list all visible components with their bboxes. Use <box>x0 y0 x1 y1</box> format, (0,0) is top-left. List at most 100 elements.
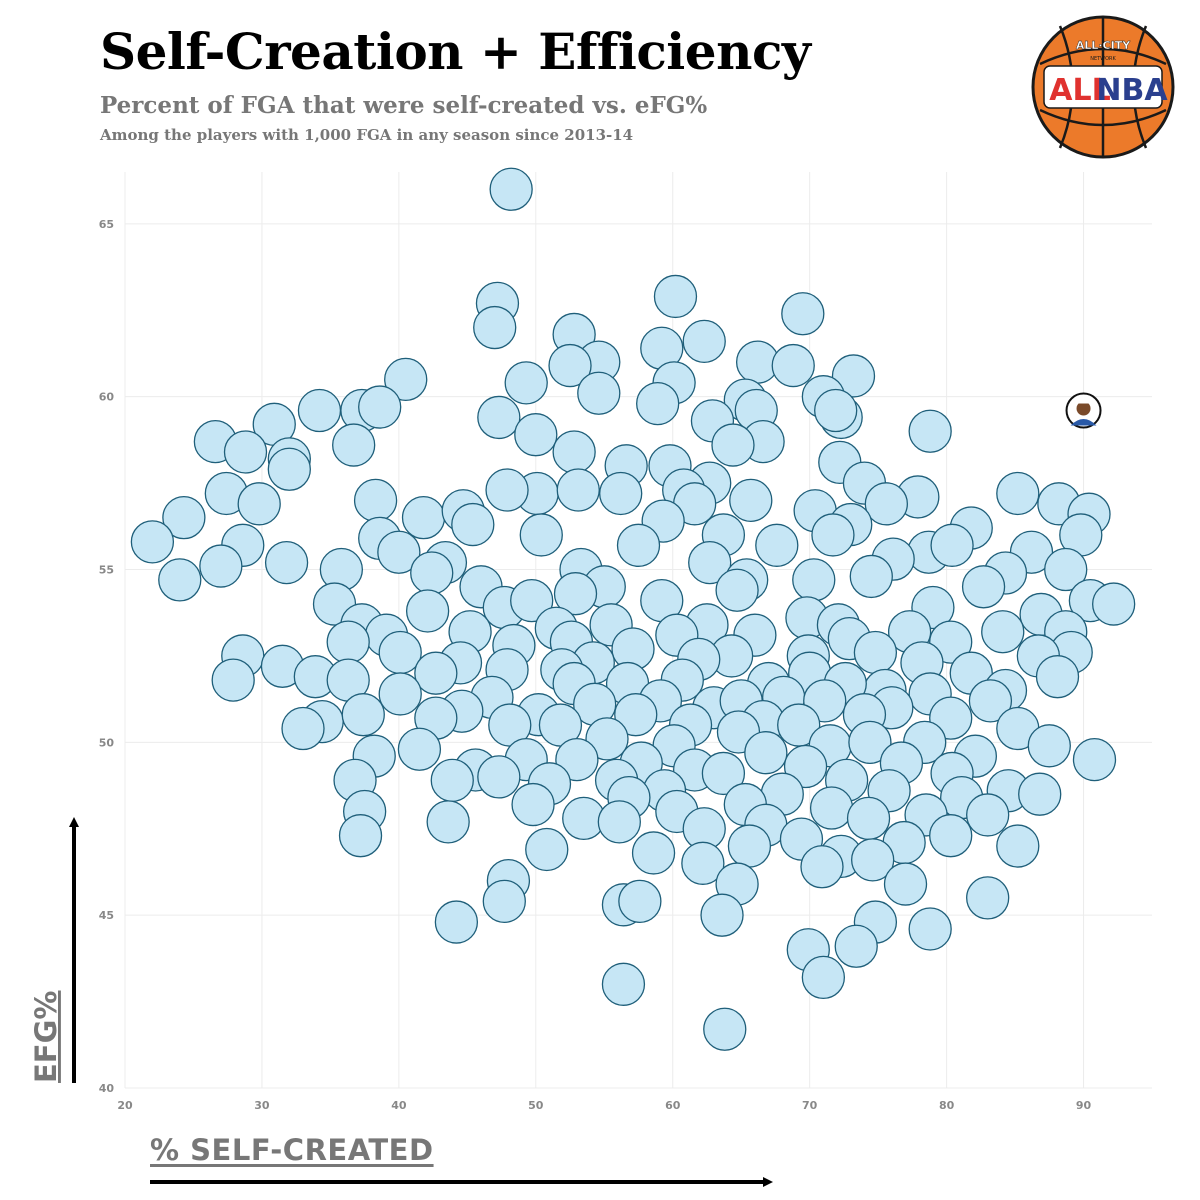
player-season-point <box>996 471 1040 516</box>
player-season-point <box>477 755 521 799</box>
y-tick-label: 50 <box>99 736 115 749</box>
logo-small-text: NETWORK <box>1090 56 1116 62</box>
x-tick-label: 90 <box>1076 1099 1092 1112</box>
player-season-point <box>848 720 892 764</box>
player-season-point <box>332 423 376 467</box>
player-season-point <box>1027 724 1071 768</box>
player-season-point <box>514 413 558 457</box>
player-face <box>1076 401 1091 416</box>
y-axis-label: EFG% <box>29 991 63 1083</box>
player-season-point <box>653 274 698 319</box>
player-season-point <box>800 845 844 889</box>
player-season-point <box>846 796 891 841</box>
player-season-point <box>834 924 878 968</box>
x-tick-label: 70 <box>802 1099 818 1112</box>
player-season-point <box>981 610 1025 654</box>
player-season-point <box>729 478 773 523</box>
player-season-point <box>597 800 641 844</box>
x-tick-label: 30 <box>254 1099 270 1112</box>
player-season-point <box>434 900 479 944</box>
player-season-point <box>297 388 342 433</box>
player-season-point <box>864 482 908 526</box>
player-season-point <box>377 530 421 574</box>
player-season-point <box>853 630 898 675</box>
player-season-point <box>401 496 446 540</box>
player-season-point <box>473 305 517 350</box>
x-tick-label: 60 <box>665 1099 681 1112</box>
player-season-point <box>162 496 206 540</box>
player-season-point <box>908 907 952 951</box>
player-season-point <box>929 814 973 858</box>
player-season-point <box>511 782 555 827</box>
logo-all-text: ALL <box>1049 73 1110 108</box>
player-season-point <box>966 876 1010 920</box>
player-season-point <box>883 862 928 906</box>
player-season-point <box>703 1007 747 1051</box>
player-season-point <box>701 751 746 796</box>
logo-top-text: ALL·CITY <box>1076 39 1131 52</box>
player-season-point <box>614 693 658 737</box>
player-season-point <box>577 371 621 415</box>
player-season-point <box>556 468 600 512</box>
player-season-point <box>338 814 383 858</box>
player-season-point <box>410 551 454 595</box>
x-tick-label: 20 <box>117 1099 133 1112</box>
y-tick-label: 45 <box>99 909 114 922</box>
y-tick-label: 55 <box>99 564 114 577</box>
player-season-point <box>510 578 554 623</box>
player-season-point <box>504 361 548 405</box>
data-points <box>130 167 1136 1051</box>
player-season-point <box>811 513 855 557</box>
player-season-point <box>681 841 725 885</box>
player-season-point <box>341 693 385 737</box>
player-season-point <box>688 540 732 585</box>
player-season-point <box>281 706 325 751</box>
player-season-point <box>211 658 255 702</box>
player-season-point <box>996 824 1040 868</box>
player-season-point <box>715 568 759 612</box>
player-season-point <box>809 786 854 830</box>
player-jersey <box>1070 419 1097 426</box>
highlighted-player <box>1065 392 1102 429</box>
player-season-point <box>792 558 836 602</box>
player-season-point <box>430 758 474 803</box>
player-season-point <box>378 672 422 716</box>
player-season-point <box>727 824 772 868</box>
x-tick-labels: 20 30 40 50 60 70 80 90 <box>117 1099 1091 1112</box>
player-season-point <box>1035 655 1080 699</box>
player-season-point <box>414 651 458 695</box>
player-season-point <box>489 167 533 211</box>
player-season-point <box>601 962 646 1006</box>
player-season-point <box>968 679 1013 723</box>
player-season-point <box>771 343 815 388</box>
player-season-point <box>1018 772 1062 816</box>
player-season-point <box>908 409 952 453</box>
chart-note: Among the players with 1,000 FGA in any … <box>100 126 634 144</box>
player-season-point <box>599 471 643 516</box>
player-season-point <box>482 879 526 923</box>
logo-nba-text: NBA <box>1096 73 1168 108</box>
player-season-point <box>485 468 529 512</box>
player-season-point <box>618 879 662 923</box>
player-headband <box>1075 400 1092 404</box>
y-tick-labels: 40 45 50 55 60 65 <box>99 218 115 1095</box>
player-season-point <box>961 565 1006 609</box>
player-season-point <box>555 737 599 782</box>
player-season-point <box>353 478 398 523</box>
y-tick-label: 65 <box>99 218 114 231</box>
player-season-point <box>519 513 563 557</box>
player-season-point <box>711 423 755 467</box>
player-season-point <box>405 589 450 633</box>
player-season-point <box>781 292 825 336</box>
player-season-point <box>525 827 569 872</box>
player-season-point <box>267 447 311 491</box>
player-season-point <box>1092 582 1136 626</box>
x-tick-label: 80 <box>939 1099 955 1112</box>
player-season-point <box>744 731 788 775</box>
player-season-point <box>755 523 799 567</box>
all-city-all-nba-logo: ALL·CITY ALL NBA NETWORK <box>1031 15 1175 159</box>
player-season-point <box>358 385 402 429</box>
y-tick-label: 40 <box>99 1082 115 1095</box>
player-season-point <box>1044 547 1088 592</box>
